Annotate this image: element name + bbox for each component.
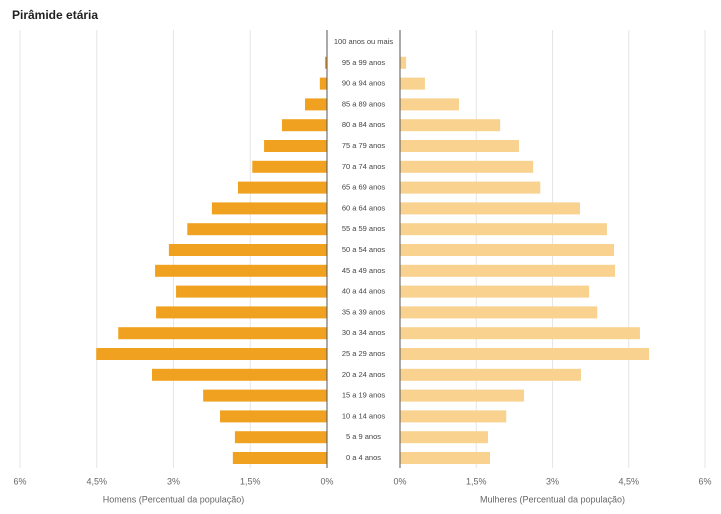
bar [400, 264, 616, 277]
bar [237, 181, 327, 194]
bar [220, 410, 327, 423]
bar [400, 119, 501, 132]
bar [400, 77, 425, 90]
category-label: 85 a 89 anos [342, 99, 386, 108]
x-tick-label: 1,5% [240, 476, 261, 486]
x-tick-label: 1,5% [466, 476, 487, 486]
bar [400, 389, 525, 402]
bar [400, 98, 459, 111]
x-tick-label: 4,5% [618, 476, 639, 486]
x-tick-label: 3% [167, 476, 180, 486]
bar [319, 77, 327, 90]
category-label: 70 a 74 anos [342, 162, 386, 171]
category-label: 60 a 64 anos [342, 203, 386, 212]
category-label: 55 a 59 anos [342, 224, 386, 233]
category-label: 25 a 29 anos [342, 349, 386, 358]
bar [400, 327, 640, 340]
bar [400, 306, 598, 319]
x-tick-label: 3% [546, 476, 559, 486]
category-label: 95 a 99 anos [342, 58, 386, 67]
category-label: 35 a 39 anos [342, 307, 386, 316]
category-label: 80 a 84 anos [342, 120, 386, 129]
bar [304, 98, 327, 111]
bar [118, 327, 328, 340]
category-label: 40 a 44 anos [342, 287, 386, 296]
bar [203, 389, 327, 402]
x-tick-label: 0% [393, 476, 406, 486]
bar [400, 140, 519, 152]
bar [234, 431, 327, 444]
category-label: 45 a 49 anos [342, 266, 386, 275]
category-label: 5 a 9 anos [346, 432, 381, 441]
category-label: 10 a 14 anos [342, 411, 386, 420]
bar [400, 56, 407, 69]
bar [400, 244, 615, 256]
category-label: 50 a 54 anos [342, 245, 386, 254]
bar [400, 181, 541, 194]
bar [187, 223, 327, 236]
category-label: 65 a 69 anos [342, 183, 386, 192]
bar [232, 452, 327, 464]
bar [252, 160, 327, 173]
category-label: 30 a 34 anos [342, 328, 386, 337]
bar [400, 160, 534, 173]
chart-title: Pirâmide etária [12, 8, 98, 22]
category-label: 0 a 4 anos [346, 453, 381, 462]
category-label: 100 anos ou mais [334, 37, 393, 46]
bar [152, 368, 327, 381]
bar [168, 244, 327, 256]
bar [400, 223, 607, 236]
bar [211, 202, 327, 215]
category-label: 90 a 94 anos [342, 79, 386, 88]
axis-label: Homens (Percentual da população) [103, 494, 245, 504]
bar [400, 285, 590, 298]
bar [400, 452, 490, 464]
bar [155, 264, 327, 277]
bar [400, 202, 580, 215]
bar [281, 119, 327, 132]
x-tick-label: 0% [320, 476, 333, 486]
axis-label: Mulheres (Percentual da população) [480, 494, 625, 504]
bar [156, 306, 327, 319]
bar [176, 285, 327, 298]
bar [400, 368, 581, 381]
bar [400, 410, 507, 423]
bar [400, 348, 650, 360]
bar [324, 56, 327, 69]
category-label: 20 a 24 anos [342, 370, 386, 379]
bar [400, 431, 488, 444]
x-tick-label: 6% [13, 476, 26, 486]
bar [96, 348, 327, 360]
x-tick-label: 6% [698, 476, 711, 486]
bar [264, 140, 327, 152]
category-label: 75 a 79 anos [342, 141, 386, 150]
category-label: 15 a 19 anos [342, 391, 386, 400]
x-tick-label: 4,5% [86, 476, 107, 486]
